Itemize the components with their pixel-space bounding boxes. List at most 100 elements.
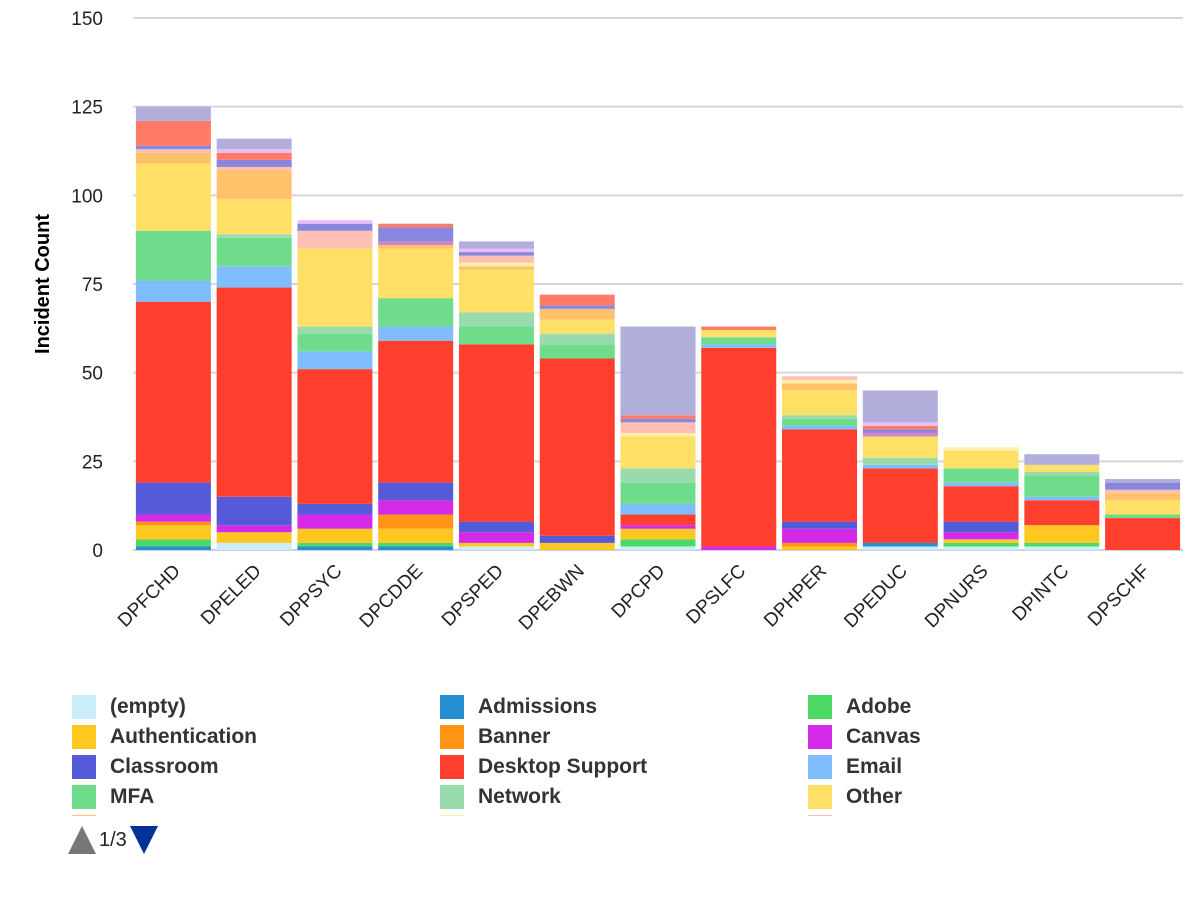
bar-segment-admissions[interactable]: [135, 546, 211, 550]
bar-segment-canvas[interactable]: [297, 514, 373, 529]
bar-segment-admissions[interactable]: [378, 546, 454, 550]
bar-segment-adobe[interactable]: [620, 539, 696, 547]
bar-segment-series-18[interactable]: [216, 152, 292, 160]
bar-segment-series-20[interactable]: [1024, 454, 1100, 465]
bar-segment-authentication[interactable]: [1024, 525, 1100, 543]
bar-segment-series-14[interactable]: [782, 379, 858, 384]
bar-segment-series-18[interactable]: [378, 223, 454, 228]
bar-segment-mfa[interactable]: [297, 333, 373, 352]
legend-item[interactable]: Desktop Support: [428, 752, 647, 782]
bar-segment-canvas[interactable]: [782, 528, 858, 543]
bar-segment-mfa[interactable]: [701, 337, 777, 345]
bar-segment-classroom[interactable]: [378, 482, 454, 501]
bar-segment-canvas[interactable]: [135, 514, 211, 522]
bar-segment-authentication[interactable]: [216, 532, 292, 543]
bar-segment-series-19[interactable]: [862, 422, 938, 426]
bar-segment-other[interactable]: [1024, 464, 1100, 472]
bar-segment-adobe[interactable]: [297, 542, 373, 547]
bar-segment--empty-[interactable]: [862, 546, 938, 550]
bar-segment-email[interactable]: [943, 482, 1019, 487]
bar-segment-series-15[interactable]: [297, 230, 373, 249]
legend-item[interactable]: Admissions: [428, 692, 597, 722]
bar-segment--empty-[interactable]: [1024, 546, 1100, 550]
bar-segment-email[interactable]: [1024, 496, 1100, 501]
bar-segment-email[interactable]: [216, 266, 292, 288]
bar-segment-other[interactable]: [620, 436, 696, 469]
bar-segment-series-15[interactable]: [135, 149, 211, 153]
bar-segment--empty-[interactable]: [620, 546, 696, 550]
bar-segment-desktop-support[interactable]: [216, 287, 292, 497]
bar-segment-series-14[interactable]: [943, 447, 1019, 451]
bar-segment-series-20[interactable]: [1105, 479, 1181, 483]
bar-segment-series-20[interactable]: [135, 106, 211, 121]
bar-segment-series-14[interactable]: [458, 262, 534, 267]
bar-segment-series-13[interactable]: [782, 383, 858, 391]
bar-segment-desktop-support[interactable]: [458, 344, 534, 522]
bar-segment-authentication[interactable]: [458, 542, 534, 547]
bar-segment-banner[interactable]: [135, 521, 211, 526]
bar-segment--empty-[interactable]: [458, 546, 534, 550]
bar-segment-series-17[interactable]: [216, 159, 292, 167]
bar-segment-email[interactable]: [701, 344, 777, 348]
bar-segment-series-17[interactable]: [539, 305, 615, 309]
bar-segment-other[interactable]: [216, 198, 292, 235]
bar-segment-desktop-support[interactable]: [943, 486, 1019, 522]
bar-segment-classroom[interactable]: [135, 482, 211, 515]
bar-segment-series-16[interactable]: [862, 432, 938, 437]
bar-segment-canvas[interactable]: [378, 500, 454, 515]
legend-item[interactable]: Classroom: [60, 752, 219, 782]
bar-segment-classroom[interactable]: [458, 521, 534, 533]
bar-segment-network[interactable]: [1024, 471, 1100, 476]
bar-segment-email[interactable]: [378, 326, 454, 341]
triangle-down-icon[interactable]: [129, 826, 158, 854]
legend-item[interactable]: Network: [428, 782, 561, 812]
legend-item[interactable]: Banner: [428, 722, 550, 752]
bar-segment-series-18[interactable]: [701, 326, 777, 331]
bar-segment-classroom[interactable]: [782, 521, 858, 529]
bar-segment-authentication[interactable]: [297, 528, 373, 543]
bar-segment-series-18[interactable]: [135, 120, 211, 146]
bar-segment-authentication[interactable]: [620, 528, 696, 540]
triangle-up-icon[interactable]: [68, 826, 96, 854]
bar-segment-desktop-support[interactable]: [701, 347, 777, 547]
legend-item[interactable]: (empty): [60, 692, 186, 722]
bar-segment-adobe[interactable]: [378, 542, 454, 547]
legend-item[interactable]: Canvas: [796, 722, 921, 752]
bar-segment-series-18[interactable]: [539, 294, 615, 306]
bar-segment-adobe[interactable]: [135, 539, 211, 547]
bar-segment-authentication[interactable]: [378, 528, 454, 543]
bar-segment-other[interactable]: [862, 436, 938, 458]
bar-segment-admissions[interactable]: [297, 546, 373, 550]
bar-segment-desktop-support[interactable]: [620, 514, 696, 526]
bar-segment-series-13[interactable]: [458, 266, 534, 270]
bar-segment-series-13[interactable]: [135, 152, 211, 164]
bar-segment-series-17[interactable]: [620, 418, 696, 423]
bar-segment-desktop-support[interactable]: [782, 429, 858, 522]
bar-segment-network[interactable]: [539, 333, 615, 345]
legend-item[interactable]: [796, 812, 832, 816]
bar-segment-series-13[interactable]: [378, 244, 454, 249]
legend-item[interactable]: [60, 812, 96, 816]
bar-segment-series-20[interactable]: [620, 326, 696, 416]
bar-segment-authentication[interactable]: [539, 542, 615, 550]
bar-segment-mfa[interactable]: [458, 326, 534, 345]
legend-item[interactable]: Authentication: [60, 722, 257, 752]
bar-segment-banner[interactable]: [378, 514, 454, 529]
legend-item[interactable]: Email: [796, 752, 902, 782]
bar-segment-series-15[interactable]: [1105, 489, 1181, 494]
bar-segment-mfa[interactable]: [539, 344, 615, 359]
bar-segment-mfa[interactable]: [378, 298, 454, 327]
bar-segment-mfa[interactable]: [943, 468, 1019, 483]
bar-segment-series-17[interactable]: [378, 227, 454, 242]
bar-segment-desktop-support[interactable]: [862, 468, 938, 543]
bar-segment-email[interactable]: [620, 503, 696, 515]
bar-segment-series-17[interactable]: [458, 252, 534, 256]
bar-segment-series-13[interactable]: [216, 170, 292, 199]
bar-segment-series-17[interactable]: [1105, 482, 1181, 490]
bar-segment-series-13[interactable]: [1105, 493, 1181, 501]
bar-segment-adobe[interactable]: [1024, 542, 1100, 547]
bar-segment-canvas[interactable]: [216, 525, 292, 533]
bar-segment-adobe[interactable]: [943, 542, 1019, 547]
bar-segment-authentication[interactable]: [782, 546, 858, 550]
bar-segment-desktop-support[interactable]: [1024, 500, 1100, 526]
